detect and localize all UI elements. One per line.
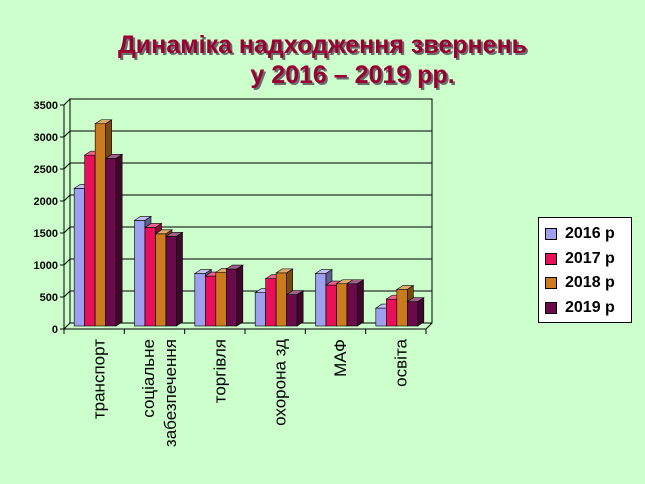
gridline-depth <box>63 258 71 266</box>
floor-edge <box>425 322 433 330</box>
bar-front <box>325 284 337 327</box>
bar-front <box>336 283 348 327</box>
bar <box>406 297 425 327</box>
bar <box>285 290 305 327</box>
gridline-depth <box>63 130 71 138</box>
axes <box>60 104 433 334</box>
legend-swatch <box>545 252 557 265</box>
legend-label: 2017 р <box>565 249 615 267</box>
x-tick-label: торгівля <box>210 339 229 403</box>
legend-label: 2016 р <box>565 225 615 243</box>
bar-front <box>215 271 227 327</box>
y-tick-label: 1500 <box>34 228 58 240</box>
bar-front <box>165 236 177 327</box>
bar-front <box>396 289 408 327</box>
legend: 2016 р 2017 р 2018 р 2019 р <box>538 217 632 323</box>
y-tick-label: 3500 <box>34 100 58 112</box>
bar-side <box>176 231 183 327</box>
bar-front <box>84 154 96 327</box>
x-tick-label: транспорт <box>90 339 109 419</box>
plot-area <box>69 98 433 324</box>
bar-front <box>265 278 277 327</box>
bar-front <box>73 188 85 327</box>
bar-side <box>236 264 244 327</box>
legend-item: 2019 р <box>545 296 631 321</box>
legend-label: 2019 р <box>565 298 615 316</box>
gridline-depth <box>63 226 71 234</box>
bar-side <box>417 297 425 327</box>
bar-front <box>254 292 266 327</box>
x-tick-label: МАФ <box>331 339 350 377</box>
gridline-depth <box>63 194 71 202</box>
bars <box>73 119 425 327</box>
bar-front <box>105 158 117 327</box>
y-tick-label: 2000 <box>34 196 58 208</box>
x-tick-label: забезпечення <box>161 339 180 447</box>
bar <box>104 153 124 327</box>
legend-swatch <box>545 301 557 314</box>
bar-side <box>115 153 123 327</box>
y-tick-label: 1000 <box>34 260 58 272</box>
legend-label: 2018 р <box>565 274 615 292</box>
bar-side <box>357 279 364 327</box>
bar-front <box>155 233 167 327</box>
legend-item: 2017 р <box>545 247 631 272</box>
gridline-depth <box>63 290 71 298</box>
bar <box>225 264 244 327</box>
x-tick-label: соціальне <box>139 339 158 418</box>
legend-item: 2018 р <box>545 271 631 296</box>
bar-front <box>94 123 106 327</box>
x-tick-label: охорона зд <box>271 339 290 426</box>
bar <box>346 279 365 327</box>
bar <box>165 231 184 327</box>
bar-front <box>275 272 287 327</box>
y-tick-labels: 0 500 1000 1500 2000 2500 3000 3500 <box>34 100 58 336</box>
bar-front <box>194 273 206 327</box>
legend-item: 2016 р <box>545 222 631 247</box>
y-tick-label: 3000 <box>34 132 58 144</box>
bar-front <box>346 283 358 327</box>
bar-side <box>296 290 304 327</box>
bar-front <box>386 298 398 327</box>
bar-front <box>286 294 298 327</box>
x-tick-label: освіта <box>391 338 410 386</box>
bar-front <box>226 268 238 327</box>
y-tick-label: 2500 <box>34 164 58 176</box>
bar-front <box>407 301 419 327</box>
bar-front <box>134 220 146 327</box>
x-tick-labels: транспорт соціальне забезпечення торгівля ох… <box>90 338 411 447</box>
bar-front <box>315 273 327 327</box>
title-line-1: Динаміка надходження звернень <box>117 31 528 59</box>
title-line-2: у 2016 – 2019 рр. <box>250 61 455 89</box>
y-tick-label: 500 <box>40 292 58 304</box>
gridlines <box>63 98 433 330</box>
bar-front <box>205 275 217 327</box>
legend-swatch <box>545 228 557 241</box>
chart-title: Динаміка надходження звернень у 2016 – 2… <box>0 30 645 90</box>
y-tick-label: 0 <box>52 324 58 336</box>
gridline-depth <box>63 162 71 170</box>
bar-front <box>375 307 387 327</box>
bar-front <box>144 227 156 327</box>
gridline-depth <box>63 98 71 106</box>
legend-swatch <box>545 277 557 290</box>
gridline-depth <box>63 322 71 330</box>
